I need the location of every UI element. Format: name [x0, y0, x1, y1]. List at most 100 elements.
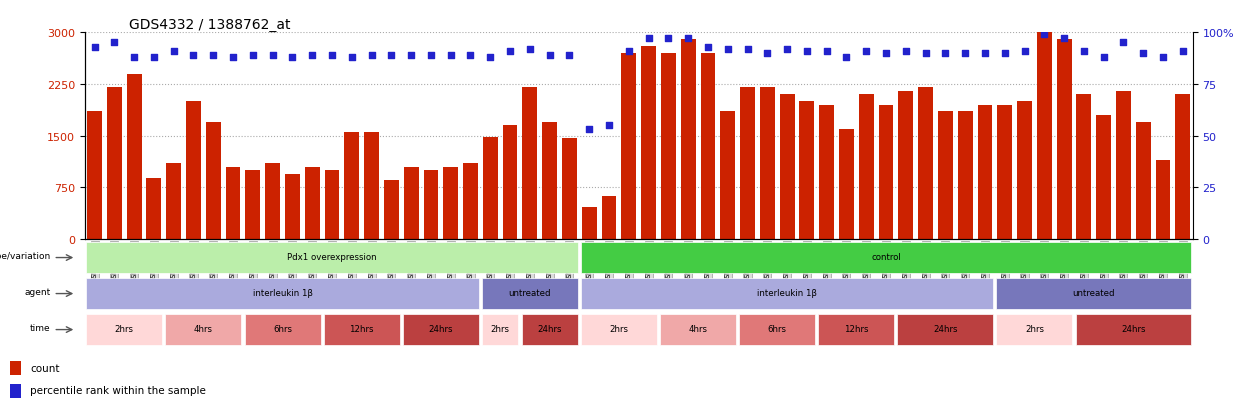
- Bar: [403, 314, 479, 345]
- Point: [797, 48, 817, 55]
- Point: [975, 50, 995, 57]
- Text: 12hrs: 12hrs: [844, 325, 869, 334]
- Bar: [423, 171, 438, 240]
- Bar: [996, 278, 1191, 309]
- Text: 24hrs: 24hrs: [428, 325, 453, 334]
- Point: [817, 48, 837, 55]
- Bar: [1076, 314, 1191, 345]
- Bar: [581, 314, 657, 345]
- Bar: [879, 105, 894, 240]
- Point: [303, 52, 322, 59]
- Bar: [403, 167, 418, 240]
- Bar: [166, 314, 242, 345]
- Point: [85, 44, 105, 51]
- Point: [342, 55, 362, 61]
- Bar: [1017, 102, 1032, 240]
- Bar: [661, 54, 676, 240]
- Text: count: count: [30, 363, 60, 373]
- Point: [659, 36, 679, 43]
- Bar: [86, 314, 162, 345]
- Bar: [107, 88, 122, 240]
- Bar: [859, 95, 874, 240]
- Bar: [899, 92, 914, 240]
- Bar: [621, 54, 636, 240]
- Point: [539, 52, 559, 59]
- Point: [263, 52, 283, 59]
- Text: genotype/variation: genotype/variation: [0, 252, 51, 261]
- Bar: [740, 314, 815, 345]
- Point: [599, 123, 619, 129]
- Bar: [819, 105, 834, 240]
- Bar: [167, 164, 181, 240]
- Point: [183, 52, 203, 59]
- Point: [857, 48, 876, 55]
- Point: [915, 50, 935, 57]
- Point: [500, 48, 520, 55]
- Bar: [244, 314, 320, 345]
- Text: 2hrs: 2hrs: [1025, 325, 1043, 334]
- Bar: [523, 88, 538, 240]
- Point: [639, 36, 659, 43]
- Point: [421, 52, 441, 59]
- Point: [995, 50, 1015, 57]
- Text: 12hrs: 12hrs: [350, 325, 374, 334]
- Text: 4hrs: 4hrs: [688, 325, 707, 334]
- Bar: [543, 123, 557, 240]
- Bar: [701, 54, 716, 240]
- Point: [737, 46, 757, 53]
- Text: 24hrs: 24hrs: [538, 325, 561, 334]
- Point: [876, 50, 896, 57]
- Bar: [1037, 33, 1052, 240]
- Bar: [147, 179, 162, 240]
- Bar: [503, 126, 518, 240]
- Point: [777, 46, 797, 53]
- Bar: [245, 171, 260, 240]
- Bar: [205, 123, 220, 240]
- Text: control: control: [872, 253, 901, 262]
- Bar: [364, 133, 378, 240]
- Bar: [1097, 116, 1111, 240]
- Bar: [1135, 123, 1150, 240]
- Bar: [87, 112, 102, 240]
- Point: [679, 36, 698, 43]
- Bar: [1155, 160, 1170, 240]
- Text: interleukin 1β: interleukin 1β: [253, 289, 312, 298]
- Bar: [522, 314, 578, 345]
- Text: 24hrs: 24hrs: [933, 325, 957, 334]
- Text: 6hrs: 6hrs: [273, 325, 293, 334]
- Point: [718, 46, 738, 53]
- Bar: [225, 167, 240, 240]
- Bar: [1057, 40, 1072, 240]
- Point: [559, 52, 579, 59]
- Text: untreated: untreated: [1072, 289, 1116, 298]
- Bar: [10, 361, 21, 375]
- Bar: [345, 133, 360, 240]
- Bar: [839, 129, 854, 240]
- Bar: [443, 167, 458, 240]
- Bar: [86, 278, 479, 309]
- Bar: [740, 88, 754, 240]
- Bar: [127, 74, 142, 240]
- Point: [1153, 55, 1173, 61]
- Bar: [482, 314, 518, 345]
- Point: [757, 50, 777, 57]
- Bar: [818, 314, 894, 345]
- Text: percentile rank within the sample: percentile rank within the sample: [30, 385, 205, 395]
- Point: [1055, 36, 1074, 43]
- Bar: [957, 112, 972, 240]
- Bar: [324, 314, 400, 345]
- Bar: [601, 197, 616, 240]
- Text: agent: agent: [25, 287, 51, 297]
- Point: [361, 52, 381, 59]
- Bar: [10, 384, 21, 398]
- Bar: [721, 112, 735, 240]
- Point: [223, 55, 243, 61]
- Point: [1015, 48, 1035, 55]
- Point: [322, 52, 342, 59]
- Bar: [1077, 95, 1092, 240]
- Bar: [86, 242, 578, 273]
- Bar: [463, 164, 478, 240]
- Bar: [581, 242, 1191, 273]
- Bar: [483, 138, 498, 240]
- Text: interleukin 1β: interleukin 1β: [757, 289, 817, 298]
